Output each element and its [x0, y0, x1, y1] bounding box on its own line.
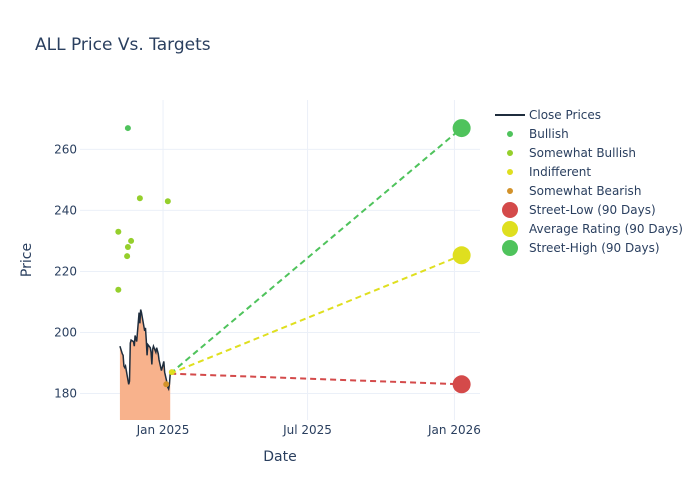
target-line — [169, 254, 463, 375]
legend-label: Somewhat Bullish — [529, 146, 636, 160]
y-tick-label: 220 — [54, 264, 77, 278]
rating-point — [124, 244, 131, 251]
x-axis-title: Date — [263, 449, 296, 465]
legend-point-swatch — [507, 169, 513, 175]
legend-label: Somewhat Bearish — [529, 184, 641, 198]
legend-label: Bullish — [529, 127, 569, 141]
legend-item: Indifferent — [507, 165, 591, 179]
rating-point — [124, 253, 131, 260]
legend-item: Street-High (90 Days) — [502, 240, 660, 256]
legend: Close Prices Bullish Somewhat Bullish Indif… — [495, 108, 683, 256]
legend-point-swatch — [507, 188, 513, 194]
target-line — [169, 127, 463, 375]
legend-label: Indifferent — [529, 165, 591, 179]
rating-point — [115, 228, 122, 235]
legend-point-swatch — [507, 131, 513, 137]
legend-marker-swatch — [502, 202, 518, 218]
legend-item: Somewhat Bullish — [507, 146, 636, 160]
rating-points-layer — [115, 125, 175, 388]
rating-point — [136, 195, 143, 202]
legend-item: Somewhat Bearish — [507, 184, 641, 198]
x-tick-label: Jan 2026 — [427, 423, 481, 437]
rating-point — [124, 125, 131, 132]
target-line — [170, 372, 462, 386]
target-marker — [452, 246, 471, 265]
close-price-line — [119, 309, 171, 392]
rating-point — [163, 381, 170, 388]
target-lines-layer — [169, 127, 463, 386]
rating-point — [128, 237, 135, 244]
legend-point-swatch — [507, 150, 513, 156]
rating-point — [115, 286, 122, 293]
legend-label: Street-Low (90 Days) — [529, 203, 656, 217]
target-marker — [452, 375, 471, 394]
y-axis-ticks: 180 200 220 240 260 — [54, 142, 77, 400]
y-tick-label: 200 — [54, 325, 77, 339]
y-tick-label: 240 — [54, 203, 77, 217]
target-markers-layer — [452, 119, 471, 394]
legend-item: Bullish — [507, 127, 569, 141]
legend-marker-swatch — [502, 221, 518, 237]
legend-label: Close Prices — [529, 108, 601, 122]
x-tick-label: Jul 2025 — [282, 423, 332, 437]
target-marker — [452, 119, 471, 138]
legend-item: Street-Low (90 Days) — [502, 202, 656, 218]
y-tick-label: 180 — [54, 386, 77, 400]
y-axis-title: Price — [19, 243, 35, 277]
close-price-line-layer — [119, 309, 171, 392]
legend-marker-swatch — [502, 240, 518, 256]
close-price-area — [119, 309, 171, 420]
legend-item: Close Prices — [495, 108, 601, 122]
chart-title: ALL Price Vs. Targets — [35, 35, 211, 55]
y-tick-label: 260 — [54, 142, 77, 156]
rating-point — [168, 369, 175, 376]
rating-point — [164, 198, 171, 205]
grid-lines — [80, 100, 480, 420]
x-axis-ticks: Jan 2025 Jul 2025 Jan 2026 — [136, 423, 481, 437]
legend-label: Average Rating (90 Days) — [529, 222, 683, 236]
legend-label: Street-High (90 Days) — [529, 241, 660, 255]
x-tick-label: Jan 2025 — [136, 423, 190, 437]
legend-item: Average Rating (90 Days) — [502, 221, 683, 237]
close-price-area-layer — [119, 309, 171, 420]
